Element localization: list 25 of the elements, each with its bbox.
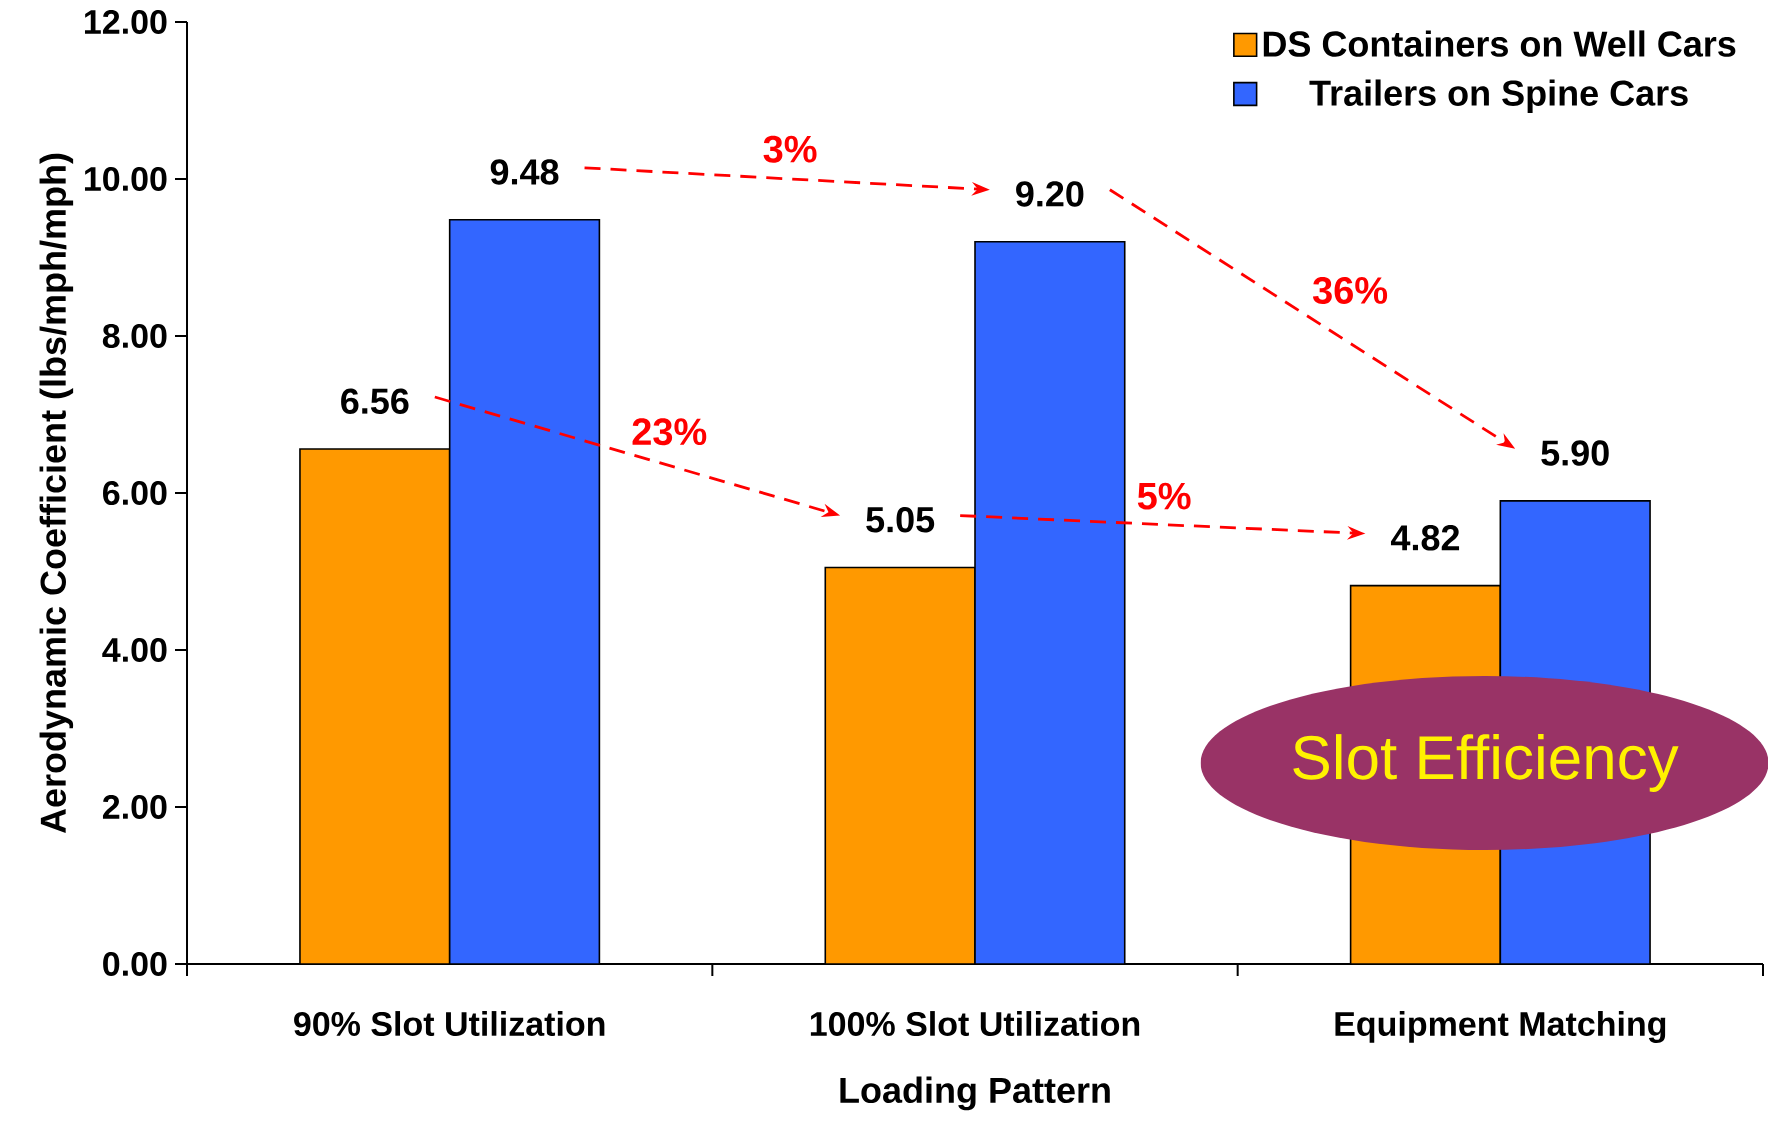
annotation: 23% — [632, 418, 707, 446]
y-tick-label: 2.00 — [102, 794, 167, 820]
annotation: 5% — [1137, 482, 1191, 510]
legend-label: DS Containers on Well Cars — [1263, 30, 1736, 57]
x-tick-label: 100% Slot Utilization — [810, 1011, 1140, 1037]
y-axis-title: Aerodynamic Coefficient (lbs/mph/mph) — [39, 153, 74, 834]
y-tick-label: 8.00 — [102, 323, 167, 349]
legend-label: Trailers on Spine Cars — [1309, 79, 1688, 114]
x-tick-label: Equipment Matching — [1335, 1011, 1666, 1043]
annotation: Slot Efficiency — [1293, 734, 1679, 792]
data-label: 9.20 — [1016, 181, 1084, 207]
annotation: 3% — [763, 135, 817, 163]
data-label: 6.56 — [341, 388, 409, 414]
y-tick-label: 4.00 — [102, 637, 167, 663]
data-label: 4.82 — [1390, 525, 1460, 551]
x-tick-label: 90% Slot Utilization — [294, 1011, 605, 1037]
x-axis-title: Loading Pattern — [840, 1076, 1110, 1111]
data-label: 9.48 — [490, 159, 559, 185]
data-label: 5.90 — [1541, 440, 1609, 466]
y-tick-label: 0.00 — [103, 951, 167, 977]
y-tick-label: 6.00 — [103, 480, 167, 506]
annotation: 36% — [1312, 276, 1388, 304]
data-label: 5.05 — [866, 506, 935, 533]
y-tick-label: 10.00 — [84, 166, 167, 192]
y-tick-label: 12.00 — [84, 9, 167, 35]
